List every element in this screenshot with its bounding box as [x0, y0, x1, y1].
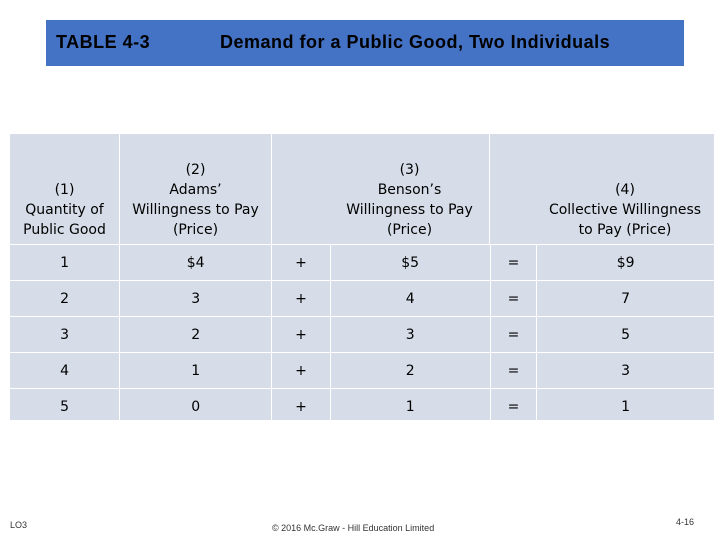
cell-equals: = — [491, 389, 538, 424]
cell-plus: + — [272, 317, 331, 352]
table-row: 4 1 + 2 = 3 — [10, 352, 714, 388]
cell-quantity: 1 — [10, 245, 121, 280]
cell-collective: 3 — [621, 362, 631, 379]
table-title: Demand for a Public Good, Two Individual… — [220, 32, 611, 52]
cell-quantity: 5 — [10, 389, 121, 424]
header-adams: (2) Adams’ Willingness to Pay (Price) — [120, 134, 272, 244]
cell-benson: $5 — [331, 245, 491, 280]
header-quantity: (1) Quantity of Public Good — [10, 134, 120, 244]
cell-quantity: 3 — [10, 317, 121, 352]
cell-benson: 3 — [331, 317, 491, 352]
cell-collective: 5 — [621, 326, 631, 343]
table-row: 3 2 + 3 = 5 — [10, 316, 714, 352]
table-header-row: (1) Quantity of Public Good (2) Adams’ W… — [10, 134, 714, 244]
cell-adams: 3 — [120, 281, 273, 316]
cell-adams: 0 — [120, 389, 273, 424]
cell-equals: = — [491, 281, 538, 316]
cell-benson: 2 — [331, 353, 491, 388]
table-row: 2 3 + 4 = 7 — [10, 280, 714, 316]
cell-plus: + — [272, 281, 331, 316]
header-plus-spacer — [272, 134, 330, 244]
header-benson: (3) Benson’s Willingness to Pay (Price) — [330, 134, 490, 244]
cell-quantity: 2 — [10, 281, 121, 316]
learning-objective: LO3 — [10, 520, 28, 530]
cell-equals: = — [491, 317, 538, 352]
cell-adams: $4 — [120, 245, 273, 280]
header-collective: (4) Collective Willingness to Pay (Price… — [548, 182, 702, 238]
cell-benson: 4 — [331, 281, 491, 316]
cell-collective: $9 — [616, 254, 635, 271]
cell-plus: + — [272, 353, 331, 388]
cell-collective: 7 — [621, 290, 631, 307]
table-row: 1 $4 + $5 = $9 — [10, 244, 714, 280]
header-equals-spacer — [490, 134, 536, 244]
cell-adams: 2 — [120, 317, 273, 352]
table-number: TABLE 4-3 — [56, 32, 151, 52]
page-number: 4-16 — [676, 517, 695, 527]
copyright-text: © 2016 Mc.Graw - Hill Education Limited — [272, 523, 435, 533]
cell-collective: 1 — [621, 398, 631, 415]
cell-plus: + — [272, 245, 331, 280]
cell-adams: 1 — [120, 353, 273, 388]
demand-table: (1) Quantity of Public Good (2) Adams’ W… — [10, 134, 714, 424]
table-banner: TABLE 4-3 Demand for a Public Good, Two … — [46, 20, 684, 66]
cell-plus: + — [272, 389, 331, 424]
cell-benson: 1 — [331, 389, 491, 424]
cell-equals: = — [491, 245, 538, 280]
table-row: 5 0 + 1 = 1 — [10, 388, 714, 424]
cell-equals: = — [491, 353, 538, 388]
cell-quantity: 4 — [10, 353, 121, 388]
